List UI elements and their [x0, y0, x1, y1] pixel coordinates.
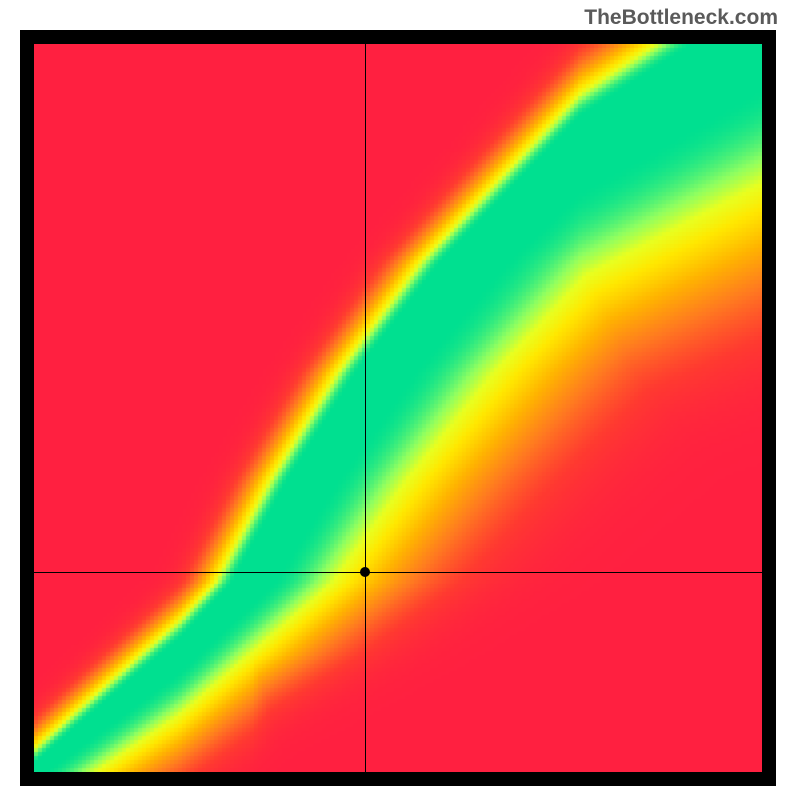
crosshair-marker	[360, 567, 370, 577]
watermark-text: TheBottleneck.com	[584, 6, 778, 30]
plot-area	[34, 44, 762, 772]
figure-container: TheBottleneck.com	[0, 0, 800, 800]
heatmap-canvas	[34, 44, 762, 772]
plot-frame	[20, 30, 776, 786]
crosshair-vertical	[365, 44, 366, 772]
crosshair-horizontal	[34, 572, 762, 573]
